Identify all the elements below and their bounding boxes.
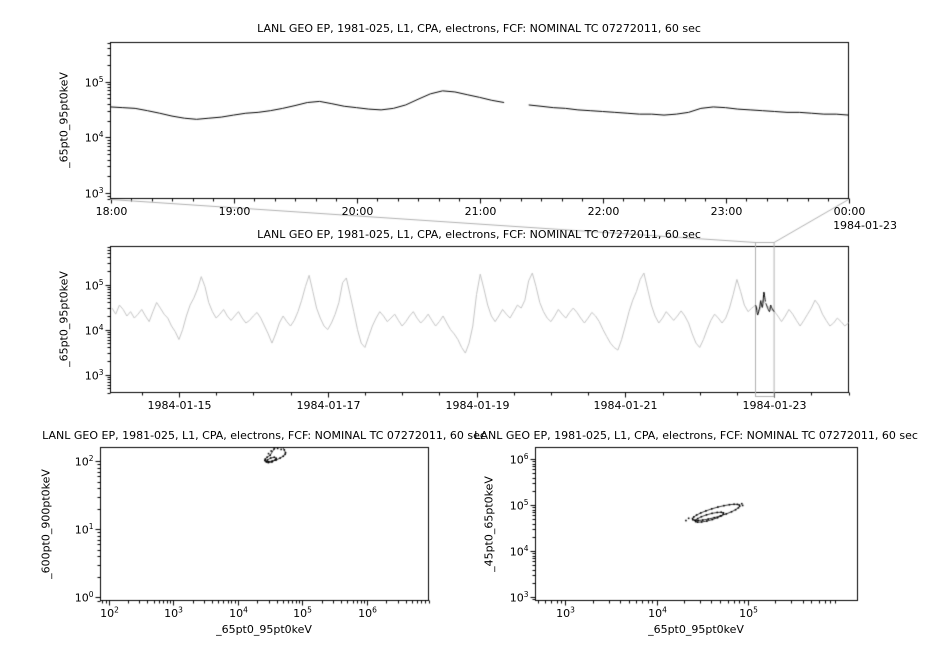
x-tick-label: 104 (648, 604, 667, 620)
x-tick-label: 103 (556, 604, 575, 620)
y-tick-label: 105 (84, 277, 104, 292)
x-tick-label: 20:00 (341, 204, 374, 218)
x-tick-label: 1984-01-19 (445, 398, 510, 412)
context-y-axis-label: _65pt0_95pt0keV (57, 271, 71, 367)
zoom-panel-title: LANL GEO EP, 1981-025, L1, CPA, electron… (257, 22, 701, 35)
y-tick-label: 103 (84, 367, 104, 382)
x-tick-label: 104 (229, 604, 248, 620)
x-tick-label: 105 (293, 604, 312, 620)
x-tick-label: 00:00 (833, 204, 866, 218)
scatter-right-title: LANL GEO EP, 1981-025, L1, CPA, electron… (474, 429, 918, 442)
scatter-left-title: LANL GEO EP, 1981-025, L1, CPA, electron… (42, 429, 486, 442)
x-tick-label: 23:00 (710, 204, 743, 218)
x-tick-label: 22:00 (587, 204, 620, 218)
scatter-left-y-axis-label: _600pt0_900pt0keV (39, 469, 53, 579)
y-tick-label: 100 (74, 589, 94, 604)
axis-date-label: 1984-01-23 (833, 219, 897, 232)
x-tick-label: 1984-01-21 (593, 398, 658, 412)
scatter-right-y-axis-label: _45pt0_65pt0keV (482, 476, 496, 572)
x-tick-label: 21:00 (464, 204, 497, 218)
x-tick-label: 102 (100, 604, 119, 620)
y-tick-label: 104 (84, 129, 104, 144)
x-tick-label: 105 (739, 604, 758, 620)
zoom-y-axis-label: _65pt0_95pt0keV (57, 72, 71, 168)
y-tick-label: 102 (74, 453, 94, 468)
scatter-left-x-axis-label: _65pt0_95pt0keV (216, 623, 312, 636)
x-tick-label: 18:00 (95, 204, 128, 218)
y-tick-label: 103 (84, 185, 104, 200)
x-tick-label: 1984-01-15 (147, 398, 212, 412)
y-tick-label: 104 (509, 543, 529, 558)
y-tick-label: 104 (84, 322, 104, 337)
x-tick-label: 103 (164, 604, 183, 620)
scatter-right-x-axis-label: _65pt0_95pt0keV (648, 623, 744, 636)
x-tick-label: 1984-01-17 (296, 398, 361, 412)
x-tick-label: 19:00 (218, 204, 251, 218)
x-tick-label: 106 (358, 604, 377, 620)
y-tick-label: 105 (509, 497, 529, 512)
y-tick-label: 105 (84, 74, 104, 89)
context-panel-title: LANL GEO EP, 1981-025, L1, CPA, electron… (257, 228, 701, 241)
y-tick-label: 106 (509, 451, 529, 466)
y-tick-label: 101 (74, 521, 94, 536)
y-tick-label: 103 (509, 589, 529, 604)
x-tick-label: 1984-01-23 (742, 398, 807, 412)
